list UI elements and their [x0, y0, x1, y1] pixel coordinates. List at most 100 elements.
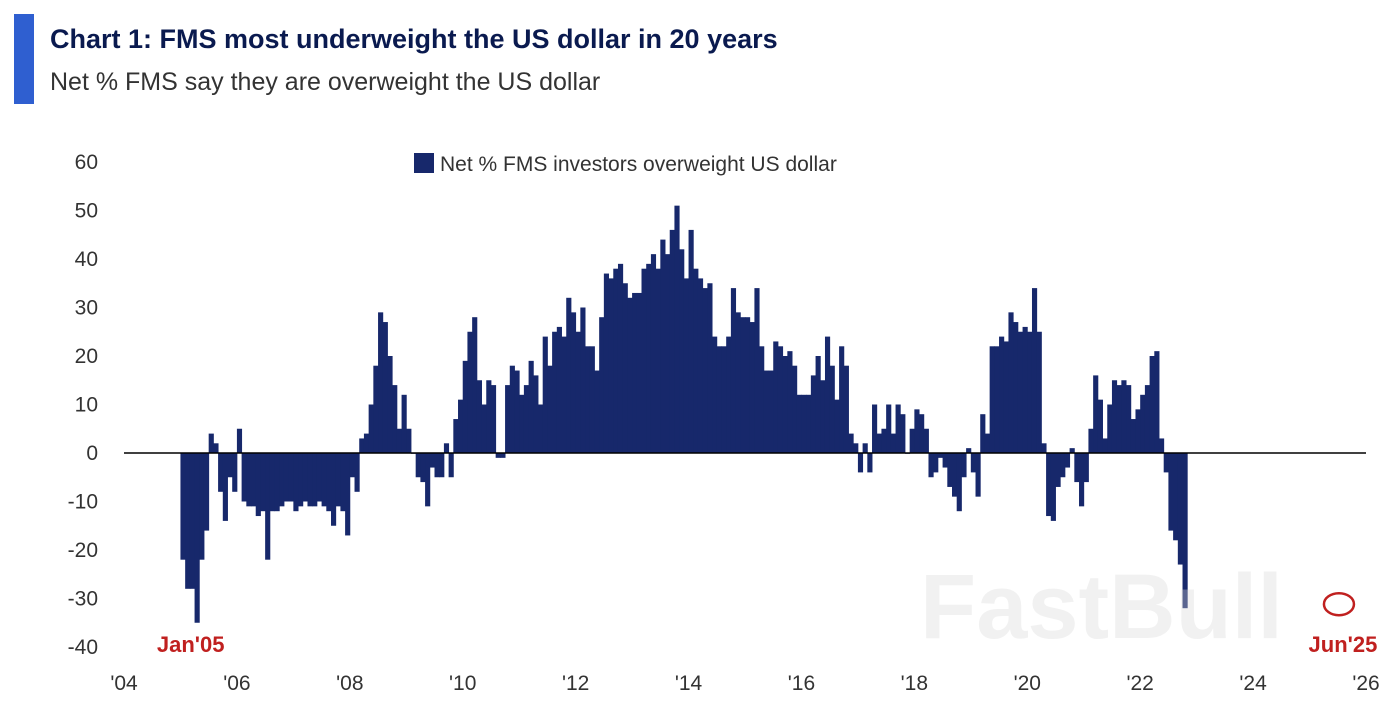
bar: [660, 239, 666, 453]
bar: [735, 312, 741, 453]
bar: [1036, 331, 1042, 453]
bar: [693, 268, 699, 453]
bar: [669, 229, 675, 453]
bar: [476, 380, 482, 453]
bar: [1013, 322, 1019, 453]
bar: [980, 414, 986, 453]
bar: [599, 317, 605, 453]
bar: [730, 288, 737, 453]
bar: [246, 453, 252, 507]
bar: [773, 341, 779, 453]
x-tick-label: '16: [788, 672, 815, 695]
bar: [1135, 409, 1141, 453]
bar: [617, 263, 624, 453]
bar: [218, 453, 224, 492]
bar: [763, 370, 769, 453]
bar: [1088, 428, 1094, 453]
y-tick-label: 50: [75, 200, 98, 223]
bar: [443, 443, 450, 453]
bar: [208, 433, 214, 453]
annotation-label: Jan'05: [157, 632, 225, 657]
bar: [189, 453, 196, 589]
bar: [679, 249, 685, 453]
bar: [1182, 453, 1188, 609]
bar: [298, 453, 304, 507]
x-tick-label: '20: [1014, 672, 1041, 695]
bar: [768, 370, 774, 453]
bar: [406, 428, 412, 453]
y-tick-label: 10: [75, 394, 98, 417]
bar: [288, 453, 294, 502]
bar: [1069, 448, 1075, 453]
bar: [1050, 453, 1056, 521]
bar: [928, 453, 934, 478]
x-tick-label: '10: [449, 672, 476, 695]
bar: [900, 414, 906, 453]
bar: [843, 365, 849, 453]
bar: [1008, 312, 1014, 453]
bar: [1168, 453, 1174, 531]
title-accent-bar: [14, 14, 34, 104]
bar: [1159, 438, 1165, 453]
bar: [862, 443, 868, 453]
bar: [448, 453, 454, 478]
x-tick-label: '14: [675, 672, 703, 695]
y-tick-label: 40: [75, 248, 98, 271]
bar: [514, 370, 520, 453]
bar: [316, 453, 323, 502]
y-tick-label: 30: [75, 297, 98, 320]
bar: [712, 336, 718, 453]
bar: [787, 351, 793, 453]
bar: [961, 453, 967, 478]
bar: [632, 292, 638, 453]
bar: [848, 433, 854, 453]
bar: [857, 453, 864, 473]
bar: [1017, 331, 1024, 453]
bar: [302, 453, 308, 502]
bar: [622, 283, 628, 453]
bar: [745, 317, 751, 453]
bar: [994, 346, 1000, 453]
bar: [1102, 438, 1108, 453]
bar: [834, 399, 840, 453]
bar: [312, 453, 318, 507]
x-tick-label: '12: [562, 672, 589, 695]
bar: [1022, 326, 1028, 453]
y-tick-label: 60: [75, 151, 98, 174]
bar: [674, 205, 680, 453]
bar: [283, 453, 290, 502]
bar: [307, 453, 313, 507]
bar: [759, 346, 765, 453]
bar: [721, 346, 727, 453]
bar: [815, 356, 821, 453]
bar: [947, 453, 953, 487]
bar: [556, 326, 562, 453]
bar: [194, 453, 200, 623]
annotation-label: Jun'25: [1309, 632, 1378, 657]
bar: [589, 346, 595, 453]
bar: [1064, 453, 1071, 468]
bar: [782, 356, 788, 453]
bar: [335, 453, 341, 507]
bar: [820, 380, 826, 453]
x-tick-label: '06: [223, 672, 250, 695]
bar: [439, 453, 445, 478]
bar: [1083, 453, 1089, 483]
x-axis: '04 '06 '08 '10 '12 '14 '16 '18 '20 '22 '24 '26: [110, 672, 1379, 695]
x-tick-label: '22: [1126, 672, 1153, 695]
bar: [580, 307, 586, 453]
bar: [523, 385, 530, 453]
y-tick-label: -30: [68, 588, 98, 611]
bar: [519, 394, 525, 453]
bar: [1163, 453, 1169, 473]
bar: [872, 404, 878, 453]
highlight-circle: [1322, 591, 1356, 617]
y-tick-label: -20: [68, 539, 98, 562]
bar: [1060, 453, 1066, 478]
bar: [528, 360, 534, 453]
bar: [222, 453, 228, 521]
bar: [636, 292, 642, 453]
bar: [401, 394, 407, 453]
bar: [265, 453, 271, 560]
y-tick-label: 20: [75, 345, 98, 368]
